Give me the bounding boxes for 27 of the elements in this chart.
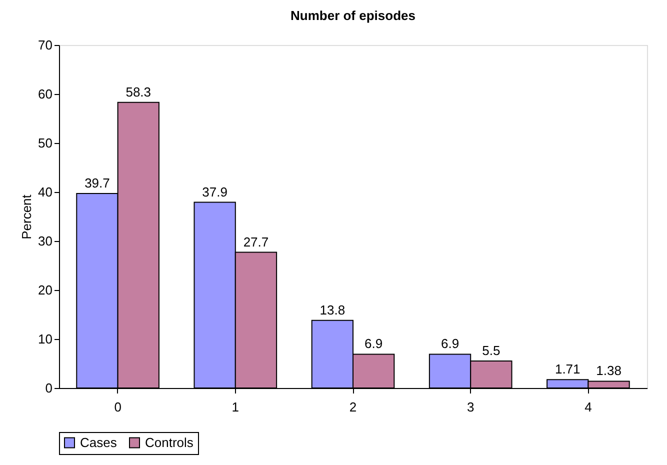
data-label: 5.5 [482,343,500,358]
y-tick-label: 70 [38,38,52,52]
legend-label: Cases [80,434,118,450]
x-tick-label: 1 [232,400,240,414]
data-label: 6.9 [440,336,460,352]
y-tick-label: 0 [45,380,52,396]
y-tick-label: 30 [38,234,52,248]
y-tick-label: 50 [38,136,52,150]
x-tick-label: 4 [584,400,592,414]
data-label: 27.7 [243,234,269,250]
data-label: 37.9 [202,184,228,200]
y-tick-label: 10 [38,332,52,346]
data-label: 39.7 [84,175,110,190]
data-label: 6.9 [364,336,383,352]
x-tick-label: 2 [349,400,357,414]
x-tick-label: 0 [114,400,122,414]
y-tick-label: 60 [38,86,52,102]
y-axis-title: Percent [19,194,34,240]
data-label: 1.38 [596,363,622,378]
data-label: 1.71 [554,362,580,377]
legend-label: Controls [145,434,194,450]
x-tick-label: 3 [466,400,474,414]
y-tick-label: 20 [38,282,52,298]
data-label: 13.8 [320,302,346,318]
y-tick-label: 40 [38,184,52,200]
data-label: 58.3 [126,84,152,100]
chart-title: Number of episodes [290,8,416,23]
